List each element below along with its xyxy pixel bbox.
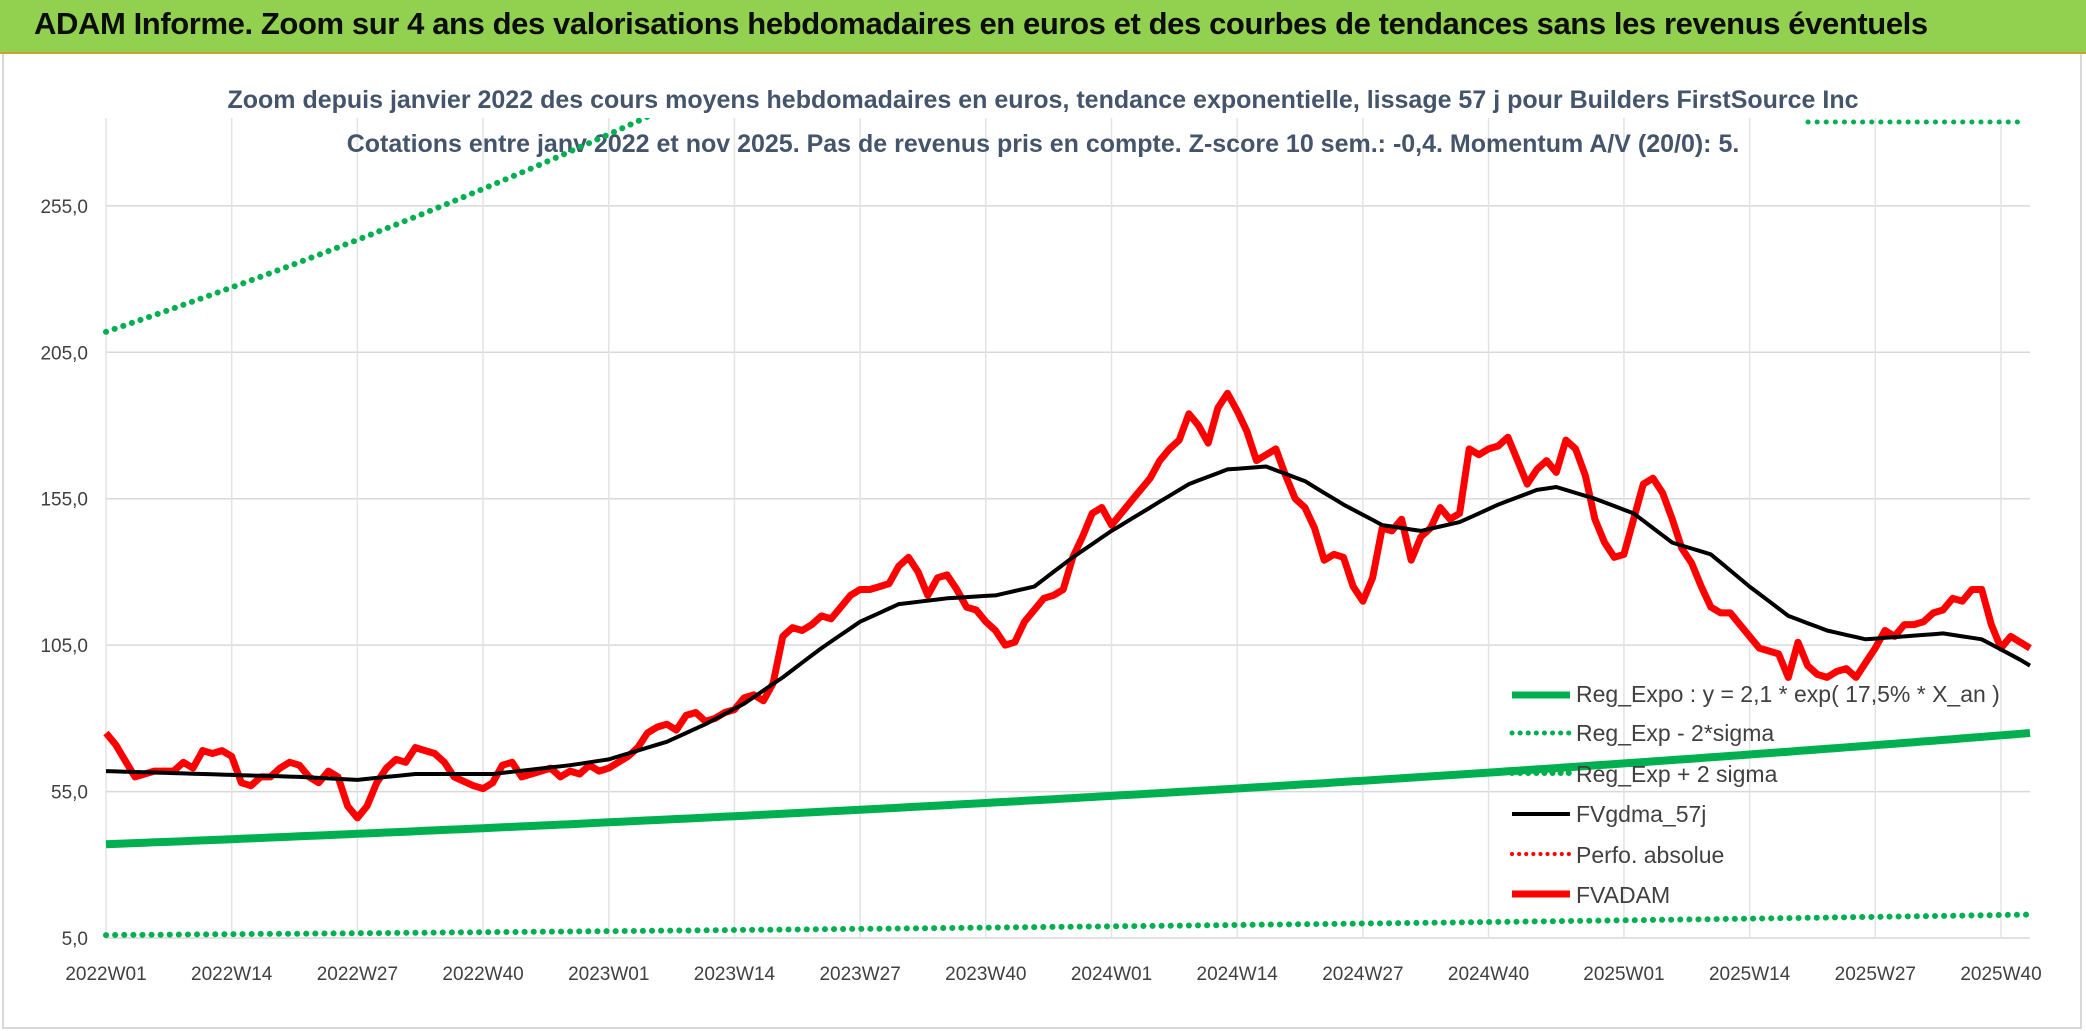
legend-perfo: Perfo. absolue xyxy=(1576,842,1724,868)
x-tick-label: 2025W01 xyxy=(1583,964,1664,985)
legend: Reg_Expo : y = 2,1 * exp( 17,5% * X_an )… xyxy=(1509,681,2000,908)
x-tick-label: 2023W27 xyxy=(819,964,900,985)
chart-frame xyxy=(2,54,2082,1029)
plot-series xyxy=(103,118,2033,939)
chart-subtitle-line1: Zoom depuis janvier 2022 des cours moyen… xyxy=(227,86,1858,114)
x-tick-label: 2023W01 xyxy=(568,964,649,985)
x-tick-label: 2023W40 xyxy=(945,964,1026,985)
y-tick-label: 155,0 xyxy=(40,490,88,511)
legend-fvgdma: FVgdma_57j xyxy=(1576,801,1706,827)
chart-subtitle-line2: Cotations entre janv 2022 et nov 2025. P… xyxy=(347,130,1740,158)
x-tick-label: 2022W14 xyxy=(191,964,273,985)
series-fvgdma-57j xyxy=(105,464,2032,782)
x-tick-label: 2025W40 xyxy=(1960,964,2041,985)
x-tick-label: 2024W01 xyxy=(1071,964,1152,985)
series-reg-exp-minus-2sigma xyxy=(103,911,2033,939)
x-tick-label: 2025W27 xyxy=(1835,964,1916,985)
x-tick-label: 2024W27 xyxy=(1322,964,1403,985)
series-fvadam xyxy=(103,389,2032,822)
x-tick-label: 2022W40 xyxy=(442,964,523,985)
x-tick-label: 2024W40 xyxy=(1448,964,1529,985)
y-axis: 255,0 205,0 155,0 105,0 55,0 5,0 xyxy=(40,197,88,950)
y-tick-label: 105,0 xyxy=(40,636,88,657)
x-tick-label: 2025W14 xyxy=(1709,964,1791,985)
y-tick-label: 5,0 xyxy=(62,929,88,950)
y-tick-label: 205,0 xyxy=(40,343,88,364)
x-tick-label: 2023W14 xyxy=(694,964,776,985)
legend-reg-plus: Reg_Exp + 2 sigma xyxy=(1576,761,1778,787)
x-tick-label: 2022W27 xyxy=(317,964,398,985)
legend-fvadam: FVADAM xyxy=(1576,882,1670,908)
legend-reg-minus: Reg_Exp - 2*sigma xyxy=(1576,720,1774,746)
header-banner: ADAM Informe. Zoom sur 4 ans des valoris… xyxy=(0,0,2086,54)
x-axis: 2022W01 2022W14 2022W27 2022W40 2023W01 2023W… xyxy=(65,964,2041,985)
series-reg-expo xyxy=(105,729,2031,849)
x-tick-label: 2024W14 xyxy=(1197,964,1279,985)
y-tick-label: 55,0 xyxy=(51,783,88,804)
grid xyxy=(105,118,2030,939)
x-tick-label: 2022W01 xyxy=(65,964,146,985)
page-title: ADAM Informe. Zoom sur 4 ans des valoris… xyxy=(34,6,1928,41)
legend-reg-expo: Reg_Expo : y = 2,1 * exp( 17,5% * X_an ) xyxy=(1576,681,2000,707)
y-tick-label: 255,0 xyxy=(40,197,88,218)
series-reg-exp-plus-2sigma xyxy=(103,118,652,335)
